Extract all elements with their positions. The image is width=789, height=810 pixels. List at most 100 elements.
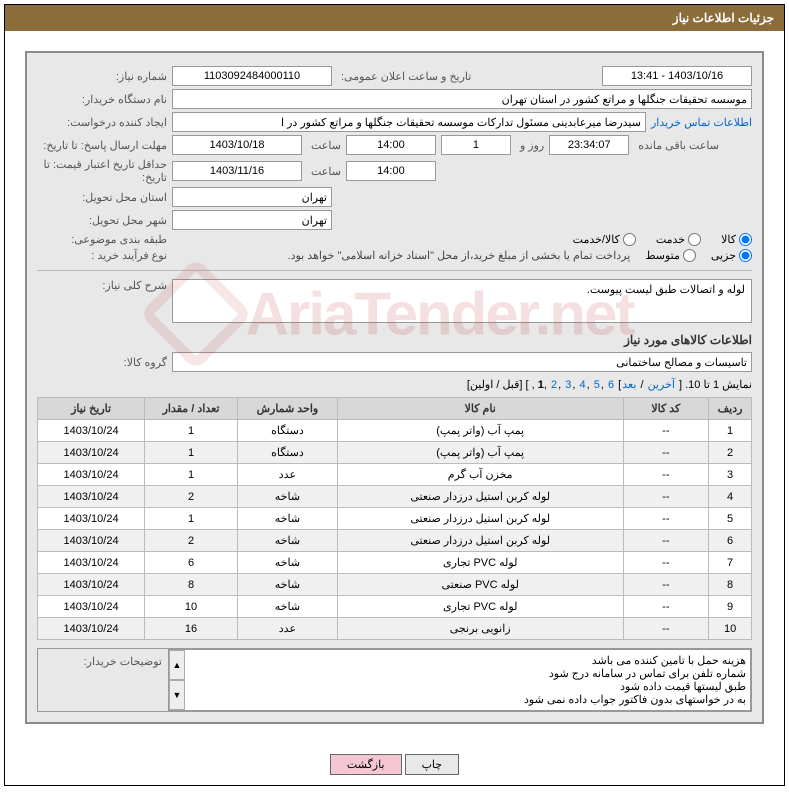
overall-desc-box: لوله و اتصالات طبق لیست پیوست. [172, 279, 752, 323]
overall-desc-label: شرح کلی نیاز: [37, 279, 167, 292]
col-header: کد کالا [623, 398, 709, 420]
proc-partial-text: جزیی [711, 249, 736, 262]
buyer-field[interactable] [172, 89, 752, 109]
form-panel: شماره نیاز: تاریخ و ساعت اعلان عمومی: نا… [25, 51, 764, 724]
day-label: روز و [516, 139, 544, 152]
table-cell: لوله PVC تجاری [337, 552, 623, 574]
cat-khedmat-text: خدمت [656, 233, 685, 246]
deadline-hour-field[interactable] [346, 135, 436, 155]
table-cell: 1403/10/24 [38, 552, 145, 574]
table-cell: -- [623, 618, 709, 640]
note-line: به در خواستهای بدون فاکتور جواب داده نمی… [191, 693, 746, 706]
table-cell: عدد [237, 464, 337, 486]
validity-date-field[interactable] [172, 161, 302, 181]
announce-label: تاریخ و ساعت اعلان عمومی: [337, 70, 597, 83]
table-cell: -- [623, 420, 709, 442]
table-cell: 1 [145, 420, 238, 442]
category-label: طبقه بندی موضوعی: [37, 233, 167, 246]
pag-num-2[interactable]: 2 [551, 379, 557, 391]
table-cell: 1403/10/24 [38, 420, 145, 442]
cat-kala-text: کالا [721, 233, 736, 246]
table-cell: شاخه [237, 486, 337, 508]
table-cell: 1 [145, 442, 238, 464]
table-cell: 2 [709, 442, 752, 464]
table-cell: 1403/10/24 [38, 530, 145, 552]
requester-field[interactable] [172, 112, 646, 132]
note-line: طبق لیستها قیمت داده شود [191, 680, 746, 693]
table-cell: لوله PVC تجاری [337, 596, 623, 618]
table-cell: دستگاه [237, 442, 337, 464]
buyer-notes-label: توضیحات خریدار: [38, 649, 168, 711]
col-header: نام کالا [337, 398, 623, 420]
table-cell: 8 [145, 574, 238, 596]
table-cell: 1403/10/24 [38, 442, 145, 464]
note-line: هزینه حمل با تامین کننده می باشد [191, 654, 746, 667]
page-title: جزئیات اطلاعات نیاز [5, 5, 784, 31]
table-cell: -- [623, 442, 709, 464]
overall-desc-text: لوله و اتصالات طبق لیست پیوست. [587, 284, 745, 296]
deadline-date-field[interactable] [172, 135, 302, 155]
table-cell: 1403/10/24 [38, 486, 145, 508]
pag-last[interactable]: آخرین [648, 379, 675, 391]
province-field[interactable] [172, 187, 332, 207]
hour-label-2: ساعت [307, 165, 341, 178]
cat-both-radio[interactable]: کالا/خدمت [573, 233, 636, 246]
pag-num-6[interactable]: 6 [608, 379, 614, 391]
table-cell: 5 [709, 508, 752, 530]
table-row: 5--لوله کربن استیل درزدار صنعتیشاخه11403… [38, 508, 752, 530]
contact-info-link[interactable]: اطلاعات تماس خریدار [651, 116, 752, 129]
table-cell: لوله کربن استیل درزدار صنعتی [337, 486, 623, 508]
proc-medium-text: متوسط [645, 249, 680, 262]
pag-next[interactable]: بعد [622, 379, 636, 391]
table-cell: -- [623, 508, 709, 530]
cat-khedmat-radio[interactable]: خدمت [656, 233, 701, 246]
deadline-label: مهلت ارسال پاسخ: تا تاریخ: [37, 139, 167, 152]
pag-num-4[interactable]: 4 [579, 379, 585, 391]
table-cell: -- [623, 530, 709, 552]
table-cell: شاخه [237, 552, 337, 574]
process-label: نوع فرآیند خرید : [37, 249, 167, 262]
table-row: 10--زانویی برنجیعدد161403/10/24 [38, 618, 752, 640]
group-field[interactable] [172, 352, 752, 372]
city-field[interactable] [172, 210, 332, 230]
validity-hour-field[interactable] [346, 161, 436, 181]
table-cell: شاخه [237, 596, 337, 618]
pag-num-5[interactable]: 5 [594, 379, 600, 391]
notes-scroll-down[interactable]: ▼ [169, 680, 185, 710]
announce-datetime-field[interactable] [602, 66, 752, 86]
table-cell: 10 [145, 596, 238, 618]
table-cell: 1 [709, 420, 752, 442]
proc-partial-radio[interactable]: جزیی [711, 249, 752, 262]
cat-kala-radio[interactable]: کالا [721, 233, 752, 246]
goods-table: ردیفکد کالانام کالاواحد شمارشتعداد / مقد… [37, 397, 752, 640]
pag-num-3[interactable]: 3 [565, 379, 571, 391]
back-button[interactable]: بازگشت [330, 754, 402, 775]
notes-scroll-up[interactable]: ▲ [169, 650, 185, 680]
page-title-text: جزئیات اطلاعات نیاز [673, 11, 774, 25]
need-no-label: شماره نیاز: [37, 70, 167, 83]
countdown-field [549, 135, 629, 155]
group-label: گروه کالا: [37, 356, 167, 369]
need-no-field[interactable] [172, 66, 332, 86]
col-header: تعداد / مقدار [145, 398, 238, 420]
table-cell: 8 [709, 574, 752, 596]
table-cell: -- [623, 464, 709, 486]
buyer-label: نام دستگاه خریدار: [37, 93, 167, 106]
print-button[interactable]: چاپ [405, 754, 460, 775]
hour-label-1: ساعت [307, 139, 341, 152]
table-cell: 16 [145, 618, 238, 640]
table-cell: 9 [709, 596, 752, 618]
proc-note: پرداخت تمام یا بخشی از مبلغ خرید،از محل … [288, 249, 631, 262]
pag-prev-first: ] [قبل / اولین] [467, 379, 529, 391]
table-cell: 1403/10/24 [38, 596, 145, 618]
table-cell: 1403/10/24 [38, 618, 145, 640]
table-cell: عدد [237, 618, 337, 640]
cat-both-text: کالا/خدمت [573, 233, 620, 246]
pag-num-1: 1 [538, 379, 544, 391]
table-row: 7--لوله PVC تجاریشاخه61403/10/24 [38, 552, 752, 574]
requester-label: ایجاد کننده درخواست: [37, 116, 167, 129]
outer-frame: جزئیات اطلاعات نیاز شماره نیاز: تاریخ و … [4, 4, 785, 786]
proc-medium-radio[interactable]: متوسط [645, 249, 696, 262]
buyer-notes-box: هزینه حمل با تامین کننده می باشدشماره تل… [168, 649, 751, 711]
table-cell: لوله کربن استیل درزدار صنعتی [337, 508, 623, 530]
